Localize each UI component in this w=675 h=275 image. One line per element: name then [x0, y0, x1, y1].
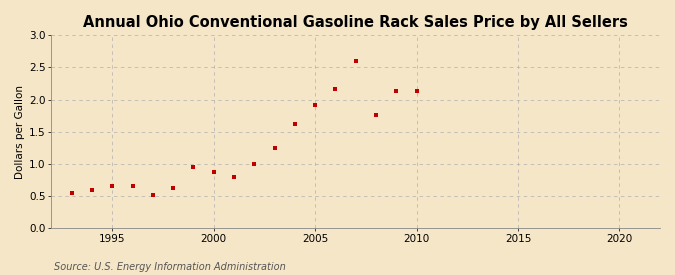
- Point: [127, 184, 138, 188]
- Point: [209, 170, 219, 174]
- Point: [411, 88, 422, 93]
- Point: [371, 113, 381, 117]
- Point: [350, 59, 361, 63]
- Point: [86, 188, 97, 192]
- Point: [147, 193, 158, 197]
- Text: Source: U.S. Energy Information Administration: Source: U.S. Energy Information Administ…: [54, 262, 286, 272]
- Point: [188, 165, 198, 169]
- Point: [310, 103, 321, 108]
- Point: [290, 122, 300, 126]
- Point: [330, 86, 341, 91]
- Point: [391, 88, 402, 93]
- Point: [167, 186, 178, 190]
- Point: [269, 145, 280, 150]
- Point: [249, 162, 260, 167]
- Point: [107, 184, 117, 188]
- Y-axis label: Dollars per Gallon: Dollars per Gallon: [15, 85, 25, 179]
- Title: Annual Ohio Conventional Gasoline Rack Sales Price by All Sellers: Annual Ohio Conventional Gasoline Rack S…: [83, 15, 628, 30]
- Point: [229, 174, 240, 179]
- Point: [66, 191, 77, 196]
